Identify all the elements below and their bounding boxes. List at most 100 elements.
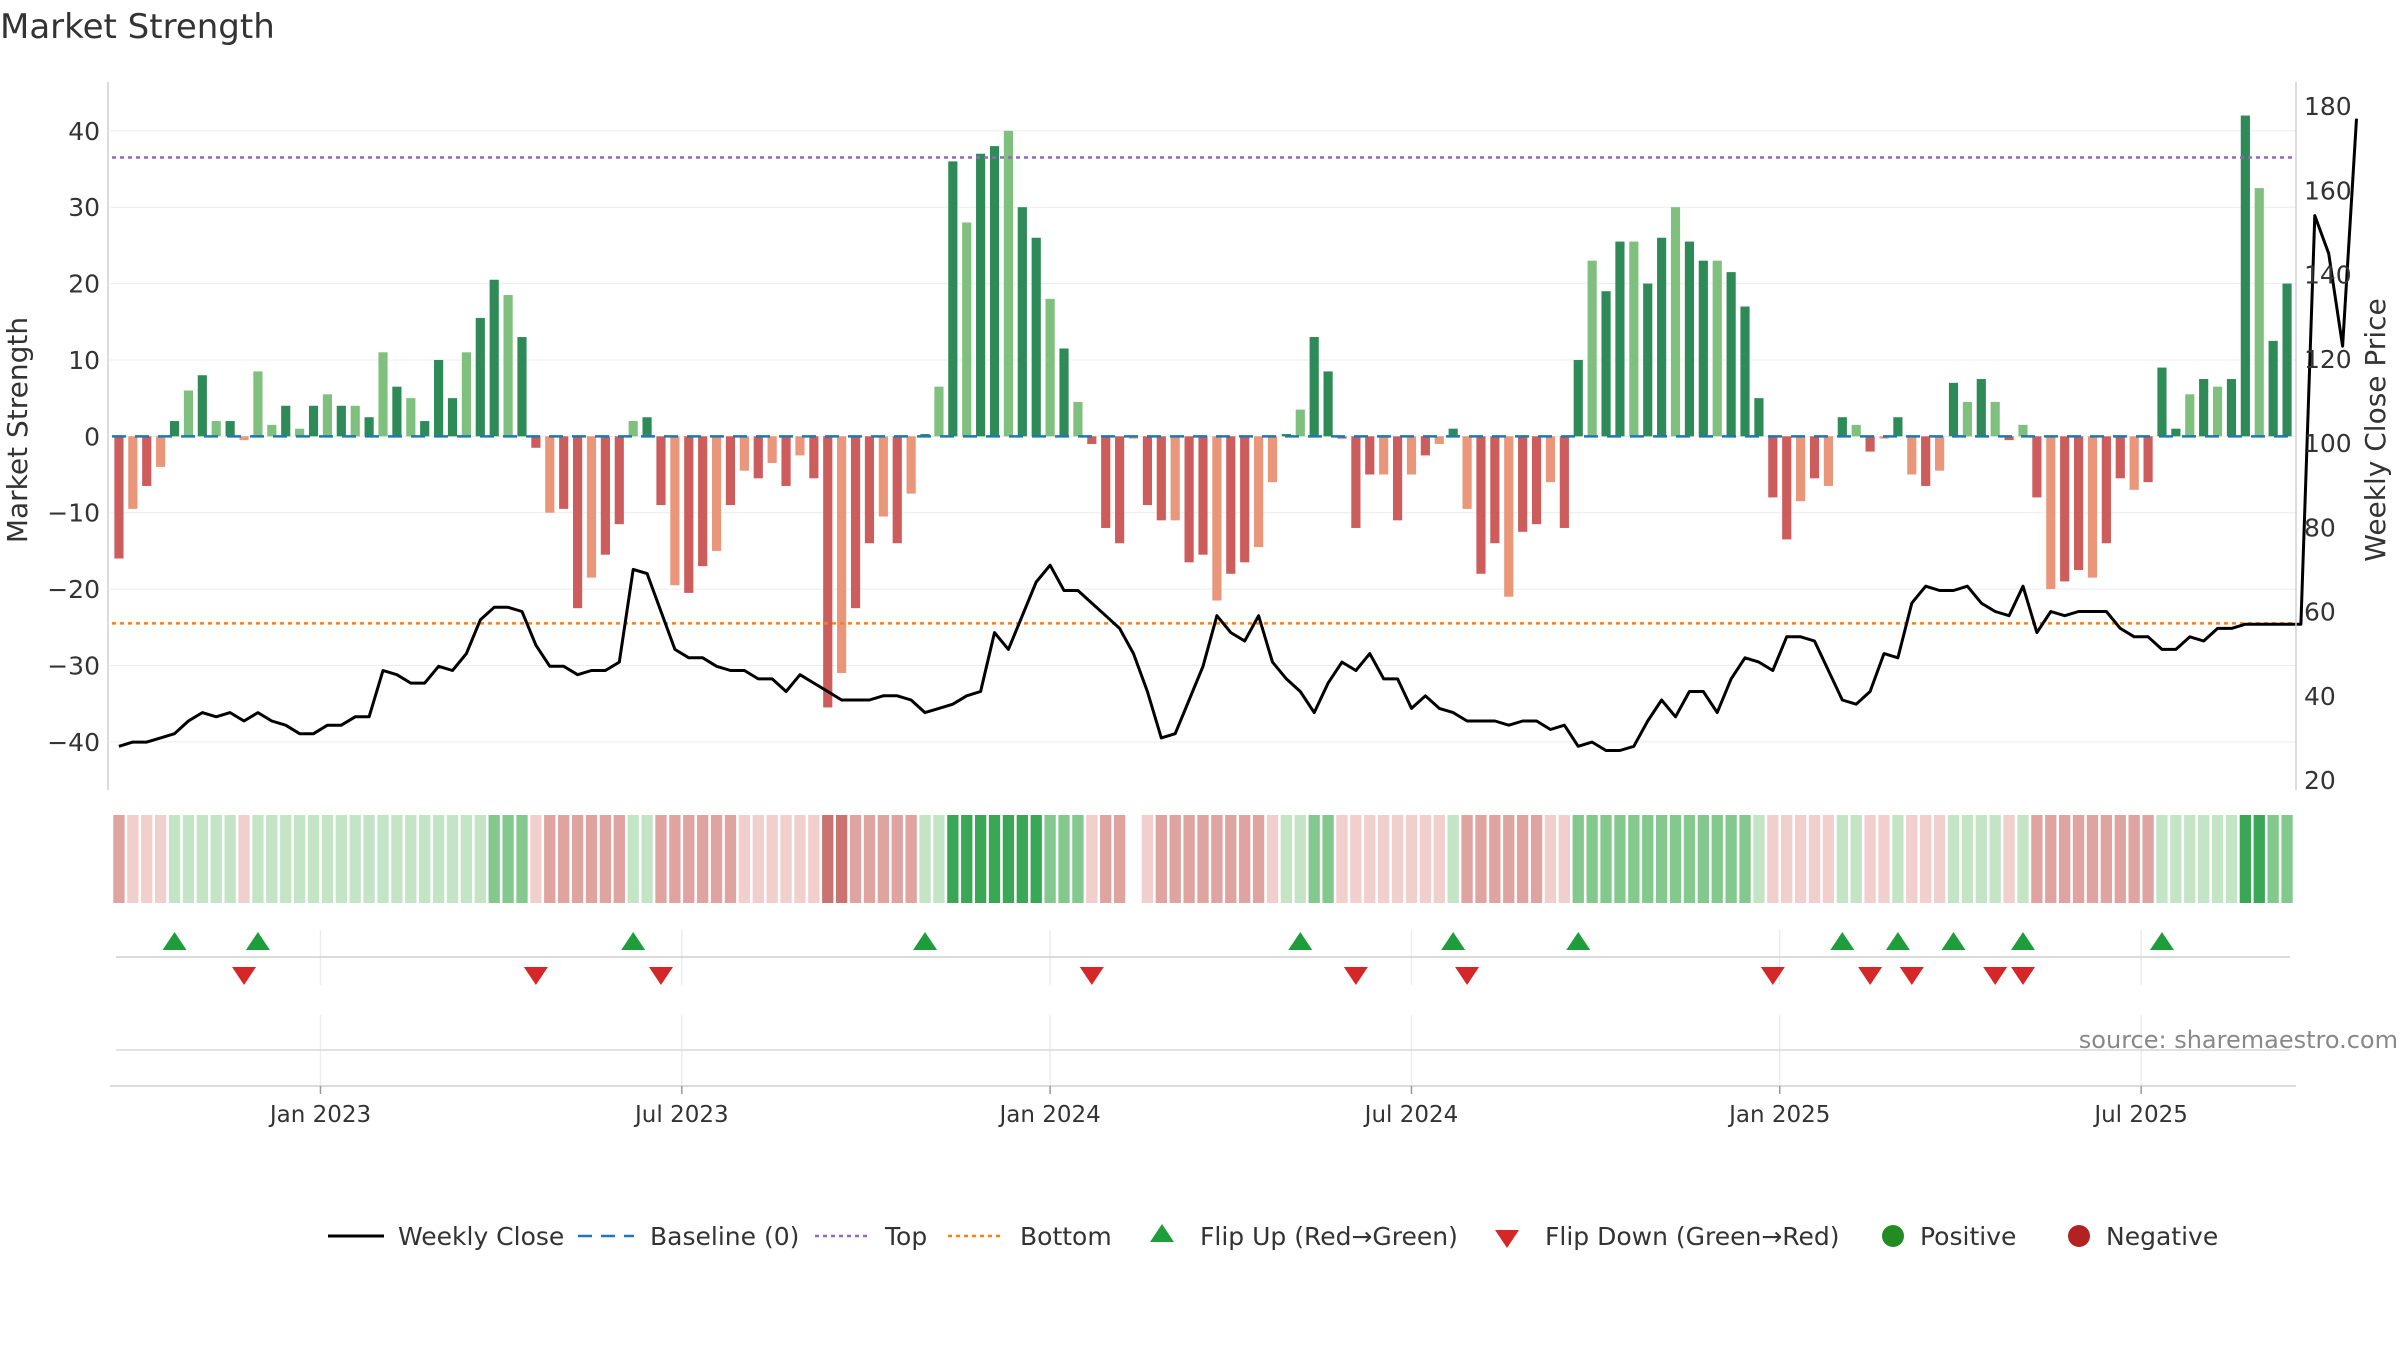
strength-bar xyxy=(1768,436,1778,498)
strength-bar xyxy=(1518,436,1528,532)
state-cell xyxy=(154,815,167,903)
state-cell xyxy=(1920,815,1932,903)
state-cell xyxy=(919,815,931,903)
legend-label-positive: Positive xyxy=(1920,1222,2016,1251)
flip-markers xyxy=(116,930,2290,985)
legend-label-top: Top xyxy=(884,1222,927,1251)
flip-down-marker xyxy=(232,967,257,985)
legend-label-bottom: Bottom xyxy=(1020,1222,1112,1251)
state-cell xyxy=(1850,815,1862,903)
strength-bar xyxy=(114,436,124,559)
strength-bar xyxy=(1073,401,1083,437)
legend-marker xyxy=(2068,1225,2090,1247)
right-tick-label: 180 xyxy=(2304,92,2352,121)
state-cell xyxy=(474,815,486,903)
state-cell xyxy=(1933,815,1946,903)
legend-marker xyxy=(1150,1224,1174,1242)
state-cell xyxy=(530,815,542,903)
state-cell xyxy=(446,815,459,903)
state-cell xyxy=(335,815,347,903)
state-cell xyxy=(1405,815,1418,903)
right-tick-label: 60 xyxy=(2304,598,2336,627)
state-cell xyxy=(1002,815,1015,903)
strength-bar xyxy=(1782,436,1792,540)
strength-bar xyxy=(837,436,847,674)
left-tick-label: 0 xyxy=(84,422,100,451)
state-cell xyxy=(321,815,334,903)
strength-bar xyxy=(1865,436,1875,452)
state-cell xyxy=(1058,815,1070,903)
strength-bar xyxy=(934,386,944,437)
state-cell xyxy=(1600,815,1612,903)
strength-bar xyxy=(1629,241,1639,437)
state-cell xyxy=(1753,815,1765,903)
strength-bar xyxy=(2268,340,2278,437)
legend-symbol-flip-down xyxy=(1495,1230,1519,1248)
state-cell xyxy=(1683,815,1696,903)
strength-bar xyxy=(1573,359,1583,437)
state-cell xyxy=(1433,815,1445,903)
state-cell xyxy=(1336,815,1348,903)
state-cell xyxy=(655,815,667,903)
strength-bar xyxy=(267,424,277,437)
state-cell xyxy=(1322,815,1334,903)
state-cell xyxy=(2072,815,2085,903)
strength-bar xyxy=(128,436,138,509)
right-tick-label: 160 xyxy=(2304,176,2352,205)
state-cell xyxy=(752,815,764,903)
strength-bar xyxy=(1434,436,1444,444)
strength-bar xyxy=(2254,188,2264,437)
source-watermark: source: sharemaestro.com xyxy=(2079,1026,2398,1054)
state-cell xyxy=(1266,815,1279,903)
flip-up-marker xyxy=(1941,932,1966,950)
strength-bar xyxy=(1170,436,1180,521)
state-cell xyxy=(405,815,417,903)
strength-bar xyxy=(2087,436,2098,578)
strength-bar xyxy=(447,398,458,437)
state-cell xyxy=(1197,815,1209,903)
strength-bar xyxy=(1990,401,2000,437)
strength-bar xyxy=(1921,436,1931,486)
state-cell xyxy=(2211,815,2224,903)
flip-down-marker xyxy=(1455,967,1480,985)
legend-label-flip-down: Flip Down (Green→Red) xyxy=(1545,1222,1840,1251)
strength-bar xyxy=(2157,367,2167,437)
strength-bar xyxy=(517,337,527,437)
left-tick-label: 20 xyxy=(68,270,100,299)
state-cell xyxy=(1794,815,1807,903)
strength-bar xyxy=(1379,436,1389,475)
state-cell xyxy=(599,815,612,903)
strength-bar xyxy=(1406,436,1417,475)
state-strip xyxy=(113,815,2293,903)
strength-bar xyxy=(976,153,986,437)
strength-bar xyxy=(1851,424,1861,437)
right-tick-label: 140 xyxy=(2304,261,2352,290)
weekly-close-series xyxy=(118,118,2358,752)
strength-bar xyxy=(225,421,235,437)
strength-bar xyxy=(1476,436,1486,574)
state-cell xyxy=(419,815,431,903)
legend-symbol-positive xyxy=(1882,1225,1904,1247)
state-cell xyxy=(1614,815,1626,903)
state-cell xyxy=(2003,815,2015,903)
strength-bar xyxy=(156,436,166,467)
strength-bar xyxy=(197,375,207,437)
y-axis-label-left: Market Strength xyxy=(1,317,34,543)
strength-bar xyxy=(642,417,652,437)
strength-bar xyxy=(1962,401,1972,437)
state-cell xyxy=(224,815,236,903)
strength-bar xyxy=(2171,428,2181,437)
strength-bar xyxy=(628,421,638,437)
strength-bar xyxy=(1643,283,1653,437)
state-cell xyxy=(196,815,208,903)
strength-bar xyxy=(1101,436,1111,528)
strength-bar xyxy=(600,436,610,555)
strength-bar xyxy=(1031,237,1041,437)
strength-bar xyxy=(1698,260,1708,437)
state-cell xyxy=(1100,815,1112,903)
strength-bar xyxy=(1587,260,1597,437)
state-cell xyxy=(1364,815,1376,903)
state-cell xyxy=(1350,815,1362,903)
state-cell xyxy=(836,815,848,903)
left-tick-label: −10 xyxy=(47,499,100,528)
